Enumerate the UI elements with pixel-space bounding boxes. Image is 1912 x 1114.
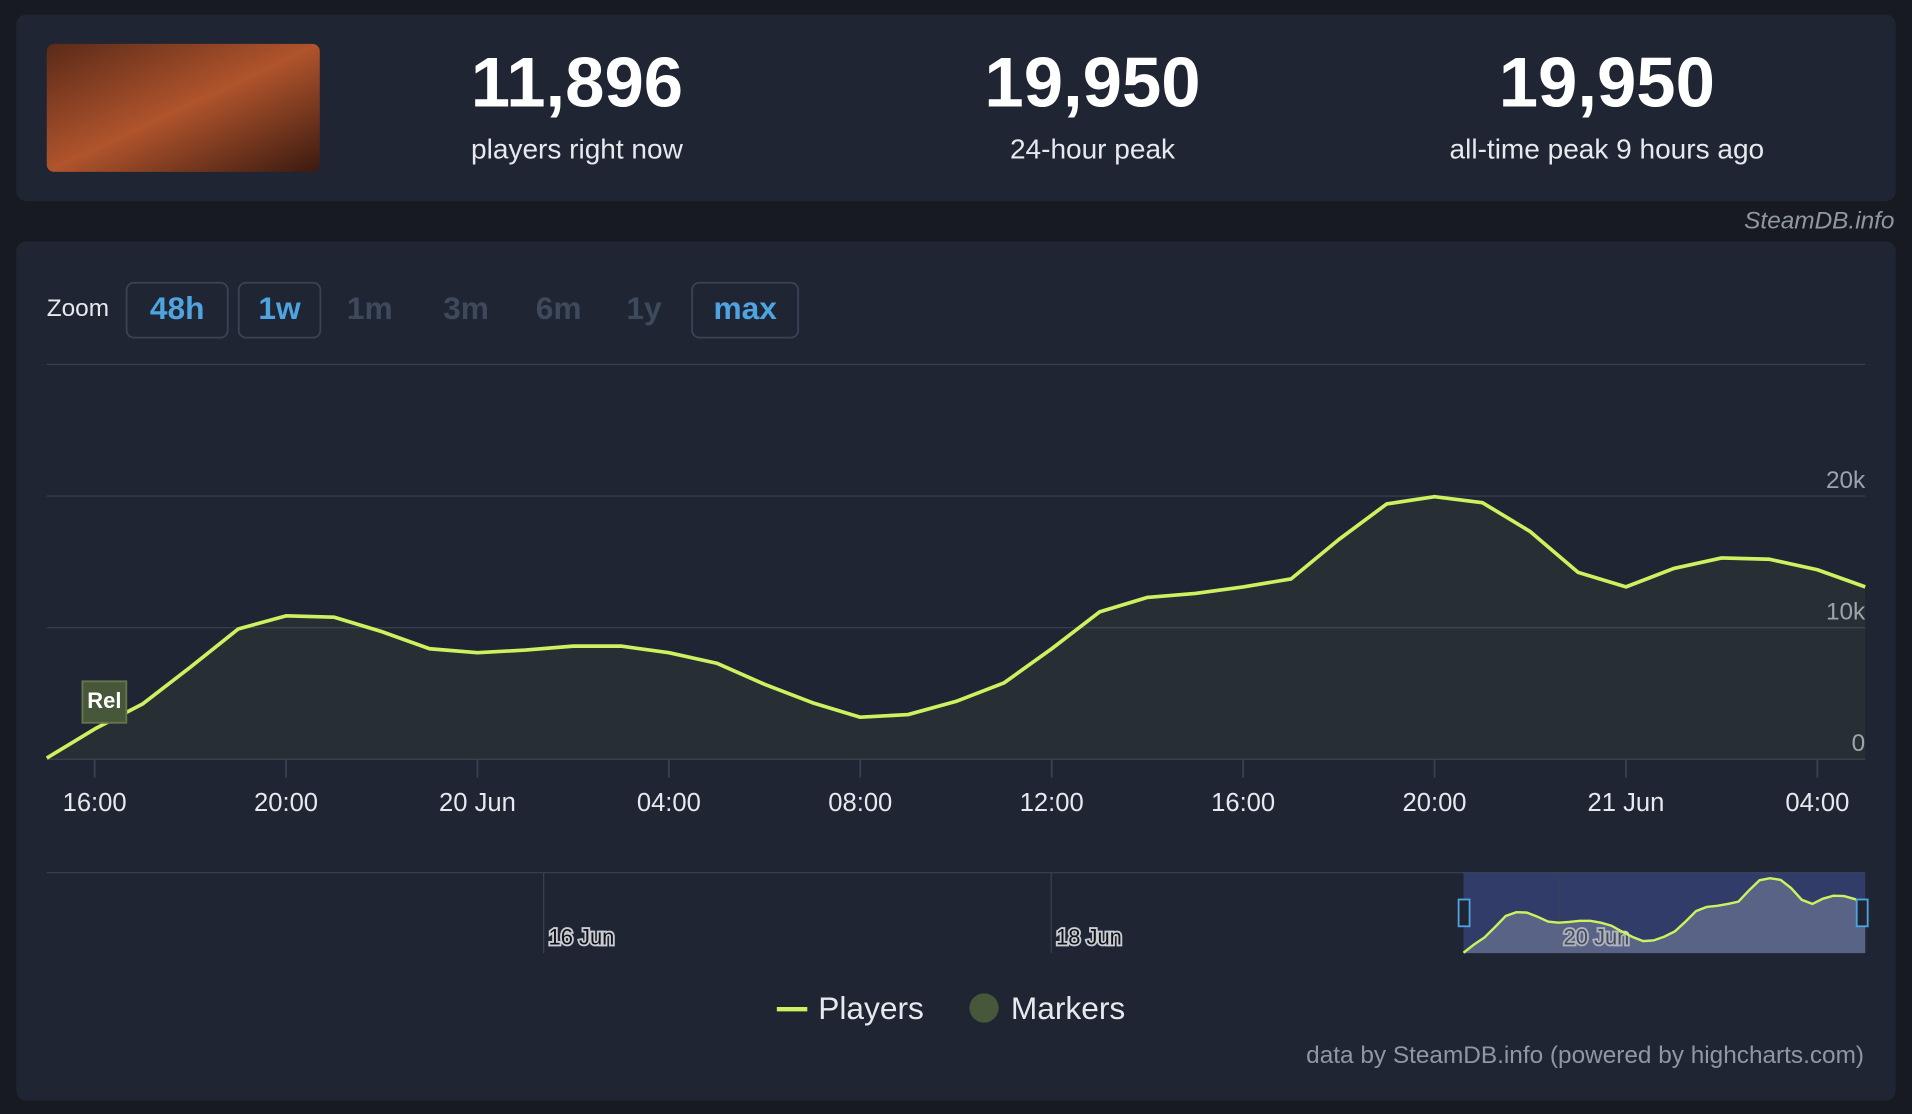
credits: data by SteamDB.info (powered by highcha… [1306,1042,1864,1069]
zoom-button[interactable] [237,281,322,339]
stat-label: players right now [471,134,684,165]
line [45,494,1866,760]
legend-label[interactable]: Markers [1011,990,1125,1026]
stat-value: 19,950 [984,42,1200,121]
chart-panel [16,241,1896,1101]
legend-label[interactable]: Players [818,990,924,1026]
zoom-option[interactable]: 1y [626,290,662,326]
stat-label: all-time peak 9 hours ago [1450,134,1765,165]
stat-value: 19,950 [1499,42,1715,121]
stat-value: 11,896 [471,42,683,121]
stats-panel [16,14,1896,202]
navigator-area [1463,878,1866,954]
y-tick-label: 10k [1826,599,1866,626]
area [46,496,1866,760]
zoom-button[interactable] [125,281,229,339]
navigator-label: 18 Jun [1056,924,1122,949]
zoom-button[interactable] [691,281,800,339]
x-tick-label: 16:00 [1211,789,1275,817]
zoom-option[interactable]: 3m [443,290,489,326]
source: SteamDB.info [1744,207,1894,234]
x-tick-label: 08:00 [828,789,892,817]
navigator-handle[interactable] [1855,898,1869,928]
x-tick-label: 04:00 [637,789,701,817]
x-tick-label: 20 Jun [439,789,516,817]
navigator-handle[interactable] [1457,898,1471,928]
x-tick-label: 16:00 [63,789,127,817]
marker-label: Rel [87,688,121,713]
zoom-option[interactable]: 48h [150,290,205,326]
navigator-label: 16 Jun [549,924,615,949]
y-tick-label: 20k [1826,467,1866,494]
marker-flag [81,680,128,724]
x-tick-label: 04:00 [1785,789,1849,817]
zoom-option[interactable]: 1m [347,290,393,326]
x-tick-label: 12:00 [1020,789,1084,817]
zoom-option[interactable]: 6m [536,290,582,326]
stat-label: 24-hour peak [1010,134,1176,165]
x-tick-label: 21 Jun [1588,789,1665,817]
game-image [46,43,320,172]
zoom-option[interactable]: max [713,290,777,326]
x-tick-label: 20:00 [254,789,318,817]
y-tick-label: 0 [1852,730,1866,757]
zoom-option[interactable]: 1w [258,290,301,326]
x-tick-label: 20:00 [1403,789,1467,817]
zoom-label: Zoom [47,295,109,322]
navigator-line [1462,876,1866,954]
legend-symbol [969,993,999,1023]
